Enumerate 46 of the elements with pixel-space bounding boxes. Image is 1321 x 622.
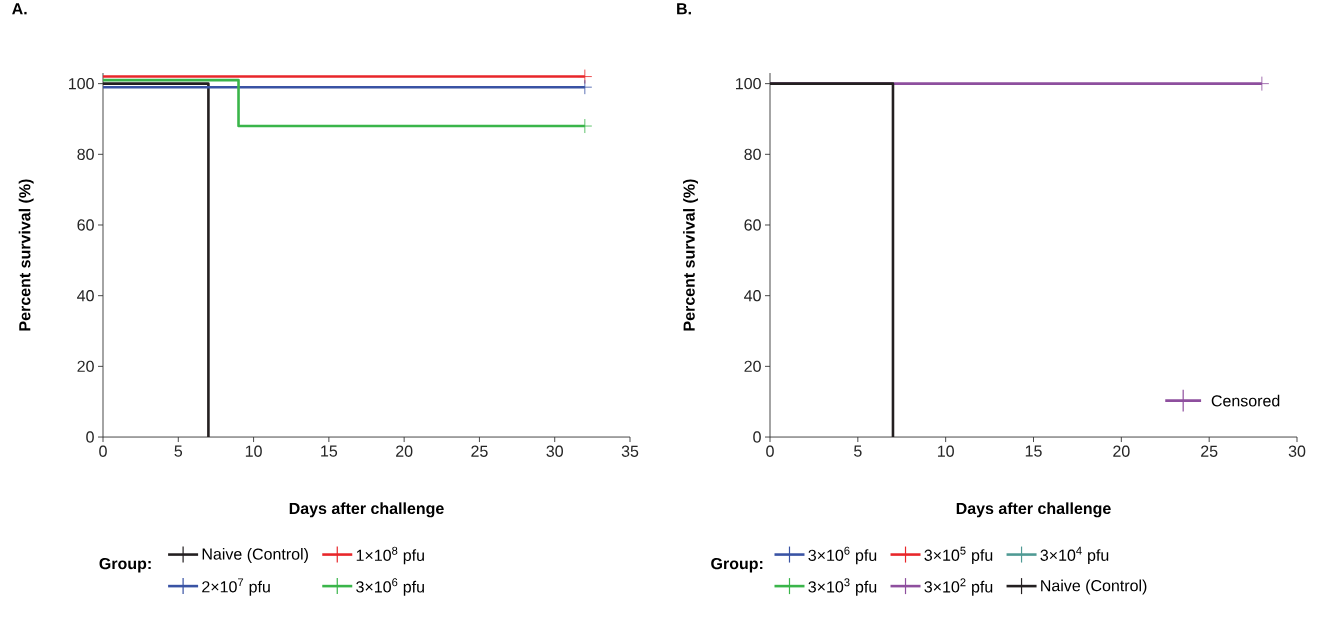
chart-title: B. xyxy=(677,3,691,15)
legend-title: Group: xyxy=(711,557,763,573)
x-tick-label: 0 xyxy=(766,445,774,457)
legend-label: Censored xyxy=(1211,394,1280,407)
y-tick-label: 0 xyxy=(86,431,94,443)
y-tick-label: 80 xyxy=(77,148,94,160)
legend-label: 3×10$^{6}$ pfu xyxy=(808,546,877,565)
legend-label: Naive (Control) xyxy=(202,548,308,563)
y-tick-label: 20 xyxy=(77,360,94,372)
x-tick-label: 35 xyxy=(621,445,639,457)
y-tick-label: 40 xyxy=(77,290,94,302)
y-tick-label: 60 xyxy=(77,219,94,231)
y-tick-label: 80 xyxy=(744,148,761,160)
legend-title: Group: xyxy=(99,557,151,573)
y-tick-label: 60 xyxy=(744,219,761,231)
chart-title: A. xyxy=(12,3,27,15)
y-tick-label: 20 xyxy=(744,360,761,372)
y-axis-title: Percent survival (%) xyxy=(683,179,698,331)
legend-label: 3×10$^{3}$ pfu xyxy=(808,578,877,596)
y-tick-label: 100 xyxy=(69,77,94,90)
x-tick-label: 15 xyxy=(1025,445,1042,457)
x-tick-label: 10 xyxy=(937,445,954,457)
x-axis-title: Days after challenge xyxy=(289,502,444,518)
legend-label: 3×10$^{4}$ pfu xyxy=(1040,546,1109,565)
x-tick-label: 20 xyxy=(1113,445,1130,457)
x-tick-label: 5 xyxy=(174,445,183,457)
x-tick-label: 15 xyxy=(321,445,338,457)
x-tick-label: 5 xyxy=(854,445,862,457)
x-tick-label: 25 xyxy=(1201,445,1218,457)
x-tick-label: 30 xyxy=(546,445,563,457)
x-axis-title: Days after challenge xyxy=(956,502,1111,518)
legend-label: Naive (Control) xyxy=(1041,579,1147,595)
legend-label: 3×10$^{2}$ pfu xyxy=(924,578,993,596)
y-tick-label: 0 xyxy=(753,431,761,443)
legend-label: 3×10$^{5}$ pfu xyxy=(924,546,993,565)
x-tick-label: 30 xyxy=(1288,445,1306,457)
legend-label: 1×10$^{8}$ pfu xyxy=(356,546,424,565)
x-tick-label: 20 xyxy=(396,445,413,457)
x-tick-label: 10 xyxy=(245,445,262,457)
legend-label: 2×10$^{7}$ pfu xyxy=(202,578,270,596)
legend-label: 3×10$^{6}$ pfu xyxy=(356,578,424,596)
y-axis-title: Percent survival (%) xyxy=(18,179,34,331)
x-tick-label: 0 xyxy=(99,445,107,457)
y-tick-label: 100 xyxy=(736,77,761,90)
y-tick-label: 40 xyxy=(744,290,761,302)
x-tick-label: 25 xyxy=(471,445,488,457)
